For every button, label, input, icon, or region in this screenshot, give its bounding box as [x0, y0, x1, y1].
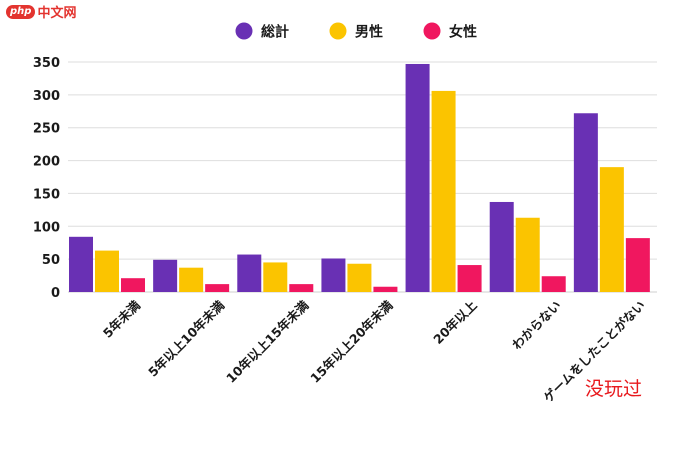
x-tick-label: 10年以上15年未満 — [223, 297, 312, 386]
watermark-logo: php 中文网 — [6, 2, 76, 21]
y-tick-label: 150 — [33, 187, 60, 202]
php-logo: php — [6, 4, 36, 19]
watermark-site-text: 中文网 — [37, 6, 77, 21]
legend-swatch — [235, 22, 253, 40]
bar-total — [405, 63, 430, 292]
bar-female — [373, 286, 398, 292]
bar-male — [263, 262, 288, 292]
y-tick-label: 100 — [33, 220, 60, 235]
bar-male — [431, 90, 456, 293]
bar-total — [237, 254, 262, 292]
chart-legend: 総計 男性 女性 — [235, 22, 477, 41]
y-tick-label: 350 — [33, 56, 60, 71]
bar-male — [95, 250, 119, 292]
bar-total — [489, 201, 514, 292]
bar-male — [179, 267, 204, 292]
x-tick-label: 20年以上 — [430, 297, 480, 347]
x-tick-label: 15年以上20年未満 — [307, 297, 396, 386]
y-tick-label: 200 — [33, 155, 60, 170]
bar-total — [153, 259, 178, 292]
x-tick-label: 5年以上10年未満 — [145, 297, 227, 379]
bar-female — [541, 276, 566, 292]
y-tick-label: 300 — [33, 89, 60, 104]
bar-total — [573, 113, 598, 292]
bar-female — [289, 284, 314, 292]
bar-female — [205, 284, 230, 292]
legend-swatch — [329, 22, 347, 40]
bar-male — [515, 217, 540, 292]
bar-male — [347, 263, 372, 292]
chart-bars — [69, 63, 650, 293]
bar-female — [121, 278, 145, 292]
chart-gridlines — [68, 61, 657, 293]
y-tick-label: 0 — [51, 286, 60, 301]
annotation-text: 没玩过 — [585, 378, 643, 400]
x-tick-label: わからない — [509, 298, 564, 353]
bar-male — [599, 167, 624, 292]
legend-label: 総計 — [261, 24, 289, 41]
bar-female — [457, 265, 482, 292]
bar-total — [321, 258, 346, 292]
legend-label: 女性 — [449, 24, 477, 41]
bar-female — [625, 238, 650, 292]
legend-label: 男性 — [355, 24, 383, 41]
legend-swatch — [423, 22, 441, 40]
bar-total — [69, 236, 93, 292]
y-axis: 0 50 100 150 200 250 300 350 — [33, 56, 60, 301]
x-tick-label: 5年未満 — [100, 297, 144, 341]
y-tick-label: 50 — [42, 253, 60, 268]
y-tick-label: 250 — [33, 122, 60, 137]
